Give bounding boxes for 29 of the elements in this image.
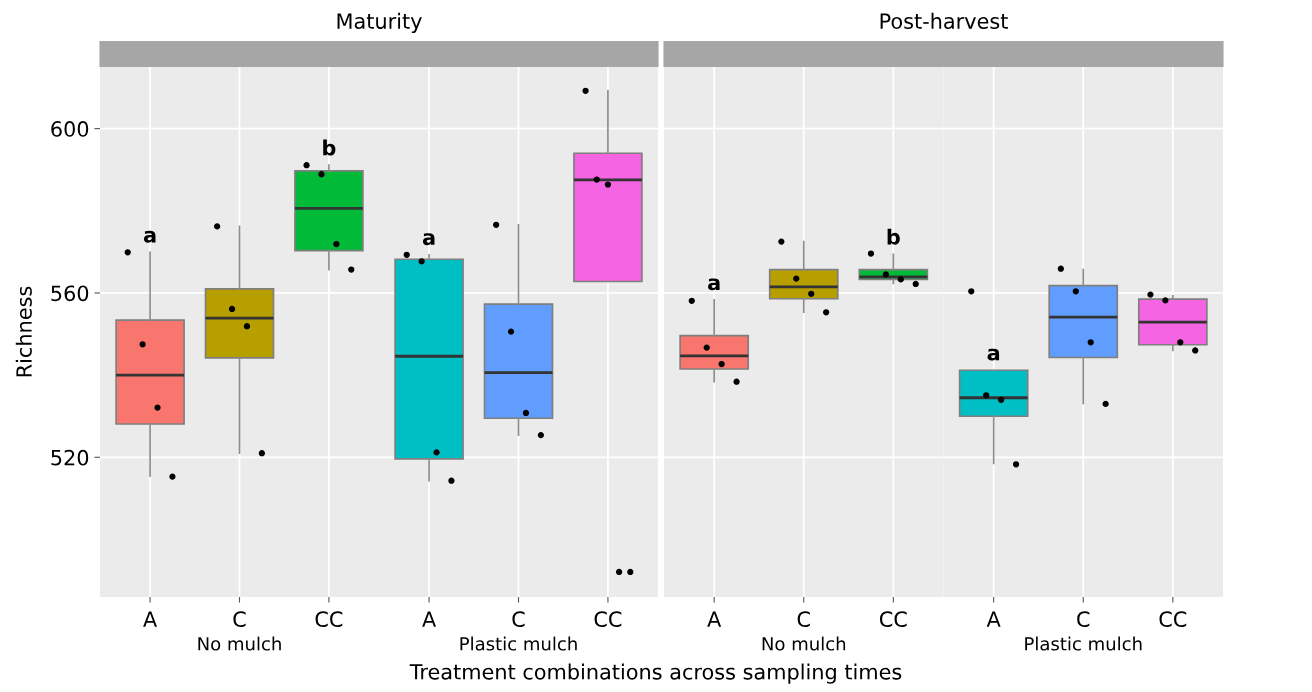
x-axis-title: Plastic mulch [1025,636,1142,651]
x-axis-title: Plastic mulch [460,636,577,651]
x-tick-label: A [422,611,437,627]
annotation: a [987,348,1000,361]
x-tick-label: CC [879,611,907,628]
x-tick-label: A [707,611,722,627]
annotation: a [708,278,720,291]
annotation: b [887,228,900,245]
annotation: a [143,230,156,243]
x-tick-label: C [512,611,525,628]
x-tick-label: C [1077,611,1090,628]
x-tick-label: CC [1159,611,1187,628]
x-tick-label: A [143,611,158,627]
chart-title: Post-harvest [880,12,1008,29]
x-axis-title: No mulch [762,636,846,651]
x-tick-label: CC [315,611,343,628]
text: Treatment combinations across sampling times [409,663,902,684]
x-tick-label: C [233,611,246,628]
y-tick-label: 520 [51,449,89,466]
x-tick-label: CC [594,611,622,628]
chart-title: Maturity [337,12,422,33]
y-tick-label: 600 [51,121,89,137]
annotation: b [323,139,336,156]
x-tick-label: A [986,611,1001,627]
annotation: a [422,233,435,246]
x-tick-label: C [797,611,810,628]
y-axis-title: Richness [15,286,32,377]
x-axis-title: No mulch [198,636,281,651]
y-tick-label: 560 [51,285,89,302]
